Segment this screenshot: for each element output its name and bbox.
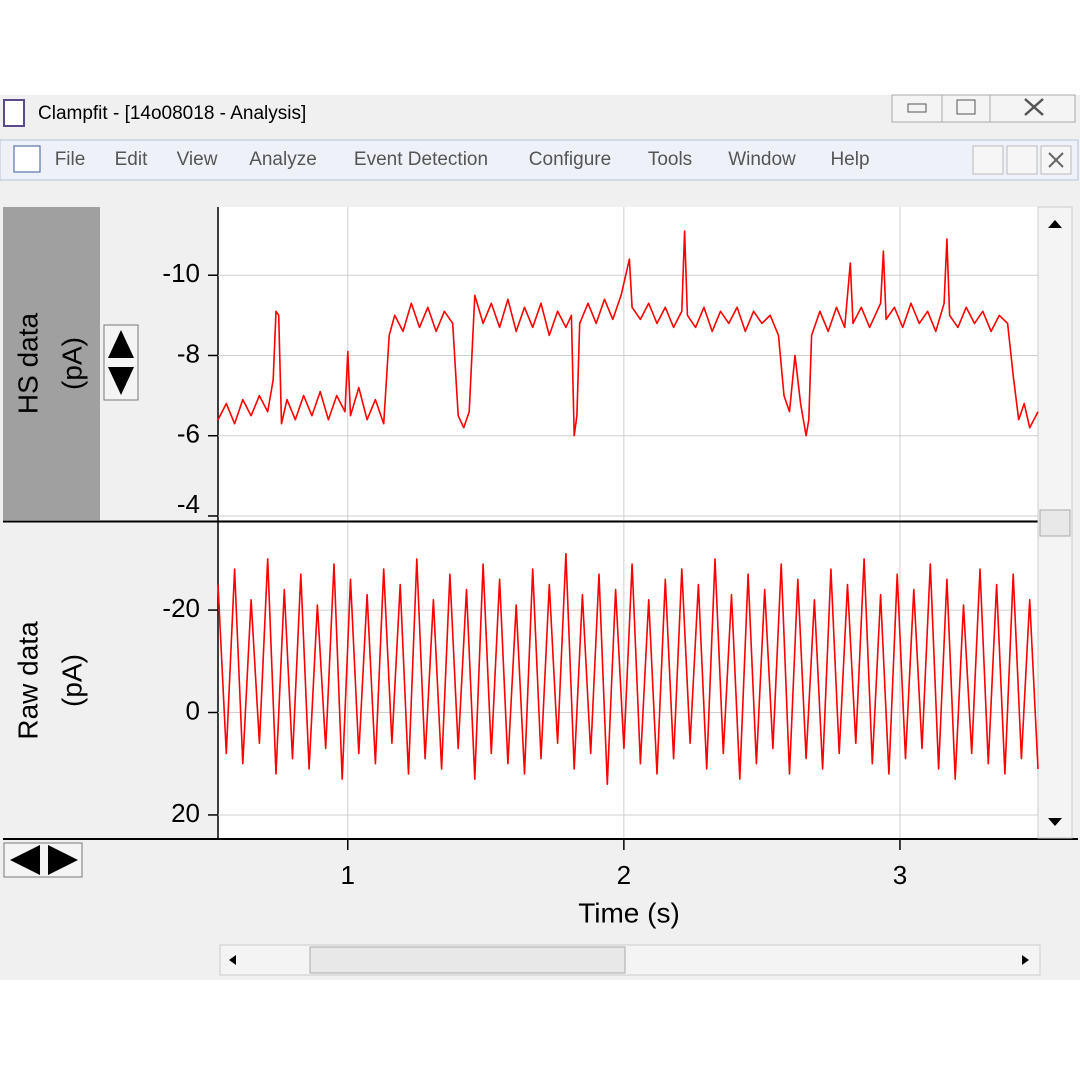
y-tick-label: -10 [162,258,200,288]
app-icon [3,99,25,127]
y-tick-label: -8 [177,338,200,368]
doc-icon [13,145,41,173]
menu-item[interactable]: Window [728,149,796,170]
y-tick-label: -20 [162,593,200,623]
y-tick-label: 0 [186,695,200,725]
maximize-button[interactable] [941,94,991,123]
v-scroll-thumb[interactable] [1039,509,1071,537]
max-glyph [956,99,976,115]
plot-area [218,523,1038,838]
panel: -10 -8 -6 -4 HS data (pA) [12,207,1039,520]
menu-item[interactable]: Help [830,149,869,170]
plot-area [218,207,1038,520]
minimize-button[interactable] [891,94,943,123]
close-glyph [1024,98,1044,116]
y-axis-label: HS data [12,312,43,414]
trace [217,552,1039,785]
x-tick-label: 2 [617,860,631,890]
y-axis-label: (pA) [56,654,87,707]
pan-arrows [10,845,78,875]
window-title: Clampfit - [14o08018 - Analysis] [38,103,306,124]
menu-item[interactable]: Edit [115,149,148,170]
y-axis-label: Raw data [12,621,43,740]
menu-item[interactable]: Event Detection [354,149,488,170]
x-tick-label: 1 [341,860,355,890]
menu-item[interactable]: View [177,149,218,170]
x-tick-label: 3 [893,860,907,890]
y-tick-label: 20 [171,798,200,828]
min-glyph [907,103,927,113]
y-axis-label: (pA) [56,337,87,390]
menu-bar [0,139,1079,181]
menu-items: File Edit View Analyze Event Detection Config… [55,149,870,170]
y-tick-label: -4 [177,489,200,519]
child-restore[interactable] [1006,145,1038,175]
menu-item[interactable]: Analyze [249,149,317,170]
panel-label-active [3,207,100,520]
child-close-glyph [1048,152,1064,168]
child-min[interactable] [972,145,1004,175]
plots: -10 -8 -6 -4 HS data (pA) -20 0 20 Raw data (pA) 1 2… [12,207,1039,928]
panel: -20 0 20 Raw data (pA) 1 2 3 Time (s) [12,523,1039,928]
scale-arrows [108,330,134,395]
y-tick-label: -6 [177,419,200,449]
h-scroll-thumb[interactable] [309,946,626,974]
panel-label [3,523,100,838]
menu-item[interactable]: File [55,149,86,170]
menu-item[interactable]: Configure [529,149,611,170]
menu-item[interactable]: Tools [648,149,692,170]
trace [217,230,1039,437]
x-axis-label: Time (s) [578,897,680,928]
toolbar-area [0,182,1078,205]
